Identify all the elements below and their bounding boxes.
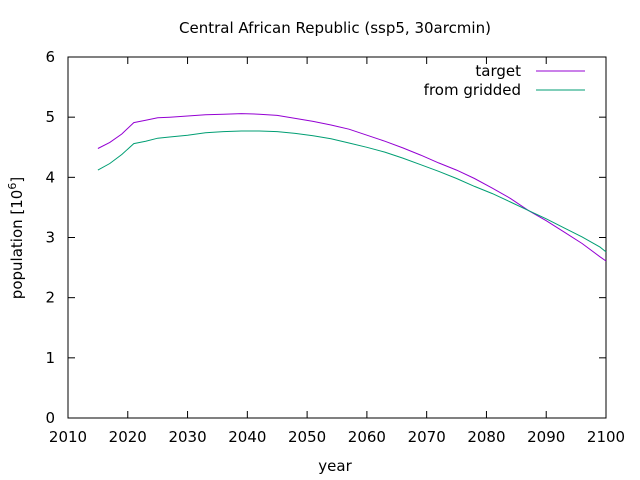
series-line-target: [97, 113, 607, 262]
legend-label-target: target: [475, 62, 521, 80]
y-axis-label-close: ]: [8, 177, 26, 183]
y-axis-label-exponent: 6: [6, 183, 19, 190]
y-tick-label: 4: [45, 168, 55, 186]
axis-ticks: 2010 2020 2030 2040 2050 2060 2070 2080 2090 2100…: [45, 48, 625, 446]
x-tick-label: 2070: [408, 428, 446, 446]
chart-title: Central African Republic (ssp5, 30arcmin…: [179, 19, 491, 37]
x-tick-label: 2060: [348, 428, 386, 446]
x-tick-label: 2090: [527, 428, 565, 446]
x-tick-label: 2040: [228, 428, 266, 446]
y-axis-label: population [106]: [6, 177, 26, 299]
x-tick-label: 2080: [467, 428, 505, 446]
plot-frame: [67, 56, 607, 419]
y-axis-label-base: population [10: [8, 190, 26, 300]
x-axis-label: year: [318, 457, 352, 475]
y-tick-label: 6: [45, 48, 55, 66]
x-tick-label: 2030: [168, 428, 206, 446]
y-tick-label: 2: [45, 289, 55, 307]
series-line-from-gridded: [97, 130, 607, 253]
y-tick-label: 0: [45, 409, 55, 427]
y-tick-label: 5: [45, 108, 55, 126]
y-tick-label: 3: [45, 229, 55, 247]
x-tick-label: 2010: [49, 428, 87, 446]
series-group: [97, 113, 607, 262]
x-tick-label: 2050: [288, 428, 326, 446]
legend-label-from-gridded: from gridded: [424, 81, 521, 99]
x-tick-label: 2020: [109, 428, 147, 446]
x-tick-label: 2100: [587, 428, 625, 446]
y-tick-label: 1: [45, 349, 55, 367]
